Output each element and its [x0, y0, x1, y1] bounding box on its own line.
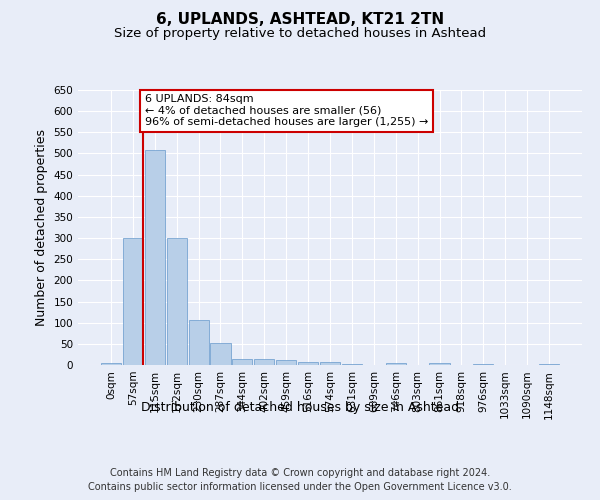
Bar	[123, 238, 143, 365]
Bar	[254, 358, 274, 365]
Bar	[276, 360, 296, 365]
Bar	[320, 362, 340, 365]
Text: Contains HM Land Registry data © Crown copyright and database right 2024.: Contains HM Land Registry data © Crown c…	[110, 468, 490, 477]
Bar	[298, 362, 318, 365]
Text: 6 UPLANDS: 84sqm
← 4% of detached houses are smaller (56)
96% of semi-detached h: 6 UPLANDS: 84sqm ← 4% of detached houses…	[145, 94, 428, 128]
Bar	[188, 320, 209, 365]
Bar	[101, 363, 121, 365]
Bar	[232, 359, 253, 365]
Text: Contains public sector information licensed under the Open Government Licence v3: Contains public sector information licen…	[88, 482, 512, 492]
Bar	[539, 364, 559, 365]
Bar	[430, 364, 449, 365]
Bar	[167, 238, 187, 365]
Text: Distribution of detached houses by size in Ashtead: Distribution of detached houses by size …	[141, 401, 459, 414]
Y-axis label: Number of detached properties: Number of detached properties	[35, 129, 48, 326]
Bar	[145, 150, 165, 365]
Bar	[386, 363, 406, 365]
Text: Size of property relative to detached houses in Ashtead: Size of property relative to detached ho…	[114, 28, 486, 40]
Bar	[473, 364, 493, 365]
Bar	[342, 364, 362, 365]
Text: 6, UPLANDS, ASHTEAD, KT21 2TN: 6, UPLANDS, ASHTEAD, KT21 2TN	[156, 12, 444, 28]
Bar	[211, 342, 230, 365]
